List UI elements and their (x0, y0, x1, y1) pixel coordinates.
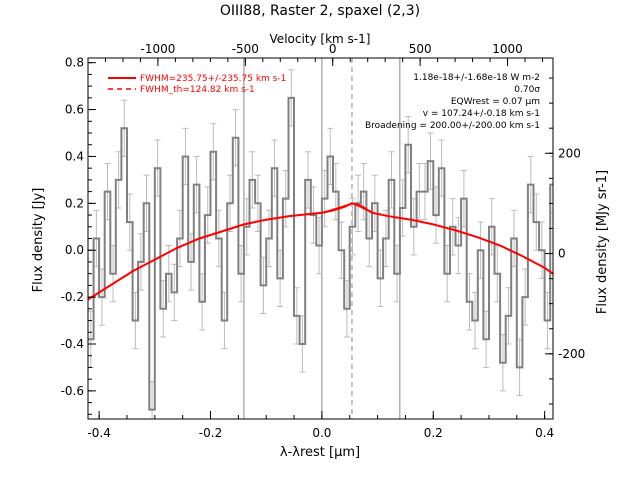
x-tick-label: 0.4 (535, 426, 554, 440)
annotation-velocity: v = 107.24+/-0.18 km s-1 (423, 109, 540, 119)
y-tick-label: 0.8 (65, 56, 84, 70)
top-tick-label: 0 (329, 42, 337, 56)
plot-area: -0.4 -0.2 0.0 0.2 0.4 -0.6 -0.4 -0.2 0.0 0.2 0.4 0.… (61, 42, 586, 440)
right-axis-label: Flux density [MJy sr-1] (595, 170, 610, 314)
y-tick-label: 0.4 (65, 149, 84, 163)
y-tick-label: 0.2 (65, 196, 84, 210)
x-tick-label: 0.0 (312, 426, 331, 440)
top-tick-label: -500 (232, 42, 259, 56)
y-tick-label: 0.0 (65, 243, 84, 257)
legend-label-fwhm-th: FWHM_th=124.82 km s-1 (140, 85, 255, 95)
x-tick-label: -0.2 (199, 426, 222, 440)
y-tick-label: 0.6 (65, 103, 84, 117)
legend-label-fwhm: FWHM=235.75+/-235.75 km s-1 (140, 74, 286, 84)
y-tick-label: -0.6 (61, 384, 84, 398)
fit-component (321, 202, 373, 214)
legend: FWHM=235.75+/-235.75 km s-1 FWHM_th=124.… (108, 74, 286, 95)
x-tick-label: 0.2 (424, 426, 443, 440)
top-tick-label: -1000 (140, 42, 175, 56)
top-tick-label: 500 (409, 42, 432, 56)
x-axis-label: λ-λrest [μm] (280, 445, 360, 460)
chart-title: OIII88, Raster 2, spaxel (2,3) (220, 3, 420, 19)
spectrum-line (88, 96, 553, 411)
right-tick-label: 200 (558, 146, 581, 160)
right-tick-label: -200 (558, 347, 585, 361)
annotation-flux: 1.18e-18+/-1.68e-18 W m-2 (413, 73, 540, 83)
plot-clip-group (88, 58, 553, 419)
fit-curve (88, 202, 553, 301)
x-tick-label: -0.4 (87, 426, 110, 440)
annotation-broadening: Broadening = 200.00+/-200.00 km s-1 (365, 121, 540, 131)
y-tick-label: -0.2 (61, 290, 84, 304)
top-axis-label: Velocity [km s-1] (270, 32, 371, 46)
top-axis: Velocity [km s-1] (270, 32, 371, 46)
right-tick-label: 0 (558, 247, 566, 261)
annotation-sigma: 0.70σ (514, 85, 540, 95)
y-axis-label: Flux density [Jy] (31, 188, 46, 293)
top-tick-label: 1000 (492, 42, 523, 56)
annotations: 1.18e-18+/-1.68e-18 W m-2 0.70σ EQWrest … (365, 73, 540, 131)
annotation-eqw: EQWrest = 0.07 μm (451, 97, 540, 107)
y-tick-label: -0.4 (61, 337, 84, 351)
